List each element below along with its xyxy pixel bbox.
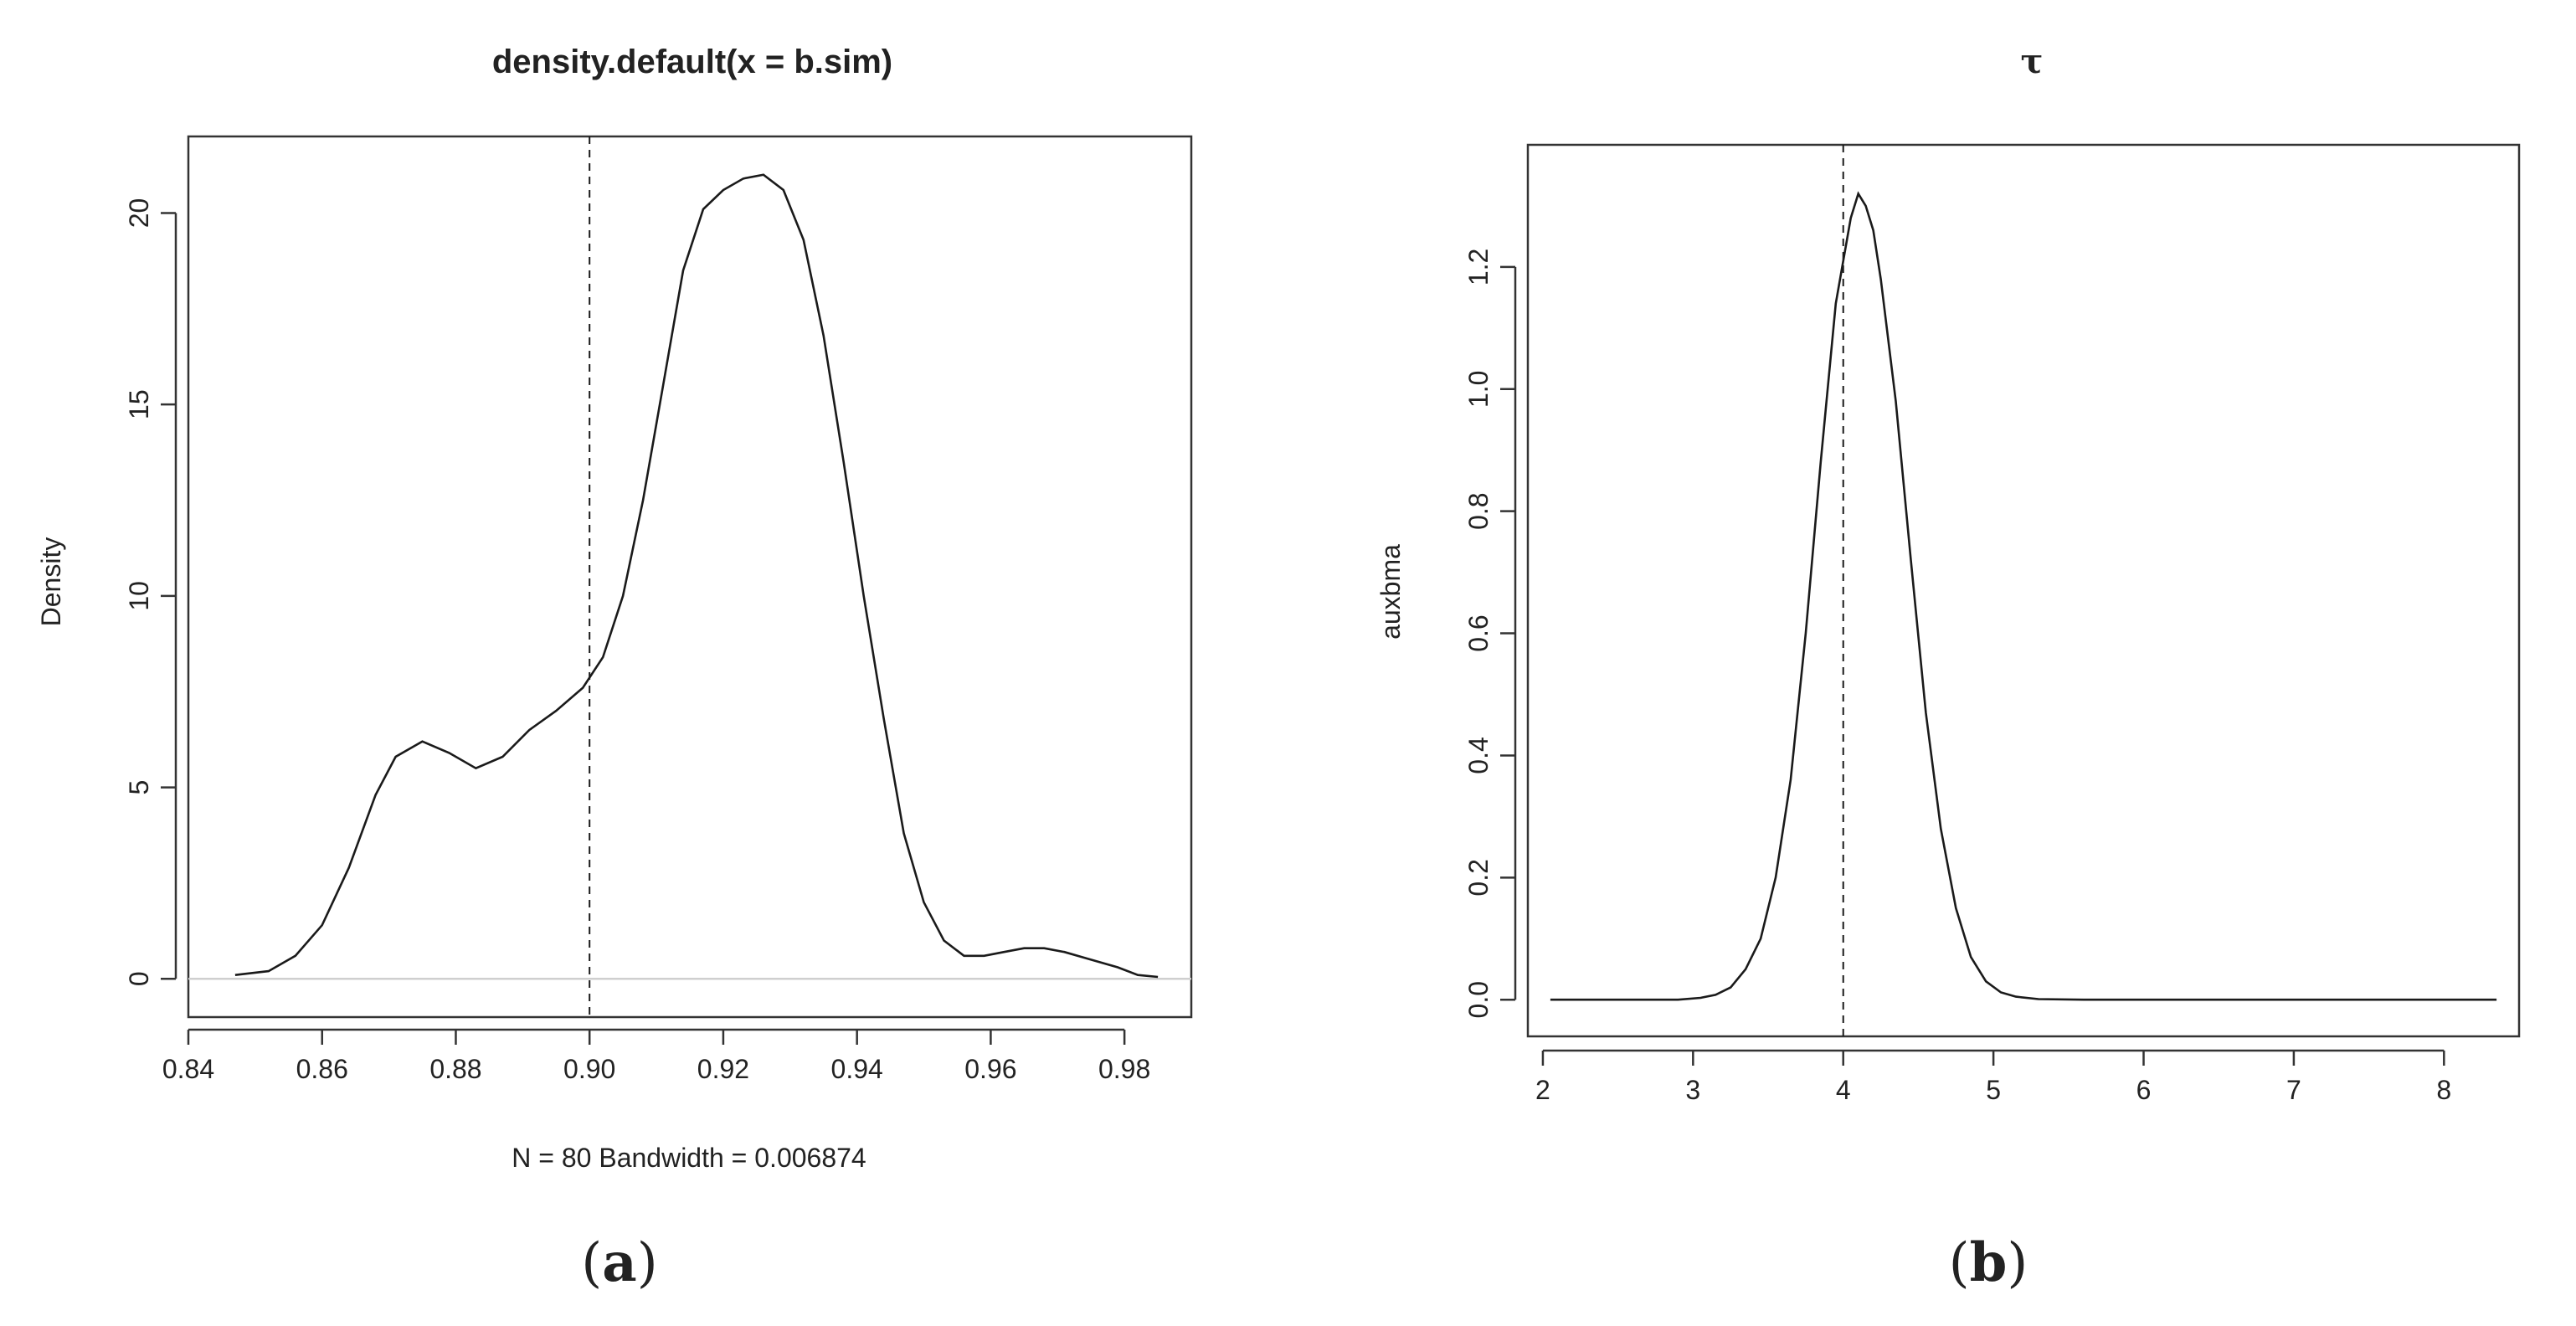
b-y-tick-label: 1.2 [1463,249,1494,285]
b-y-tick-label: 0.2 [1463,859,1494,896]
panel-label-b-letter: b [1970,1231,2008,1294]
a-x-tick-label: 0.94 [831,1054,883,1084]
a-x-tick-label: 0.86 [296,1054,348,1084]
density-plot-panel-a: density.default(x = b.sim) 0.84 0.86 0.88 0… [36,44,1193,1294]
a-x-tick-label: 0.98 [1098,1054,1150,1084]
panel-label-a-letter: a [602,1231,636,1294]
y-axis-a: 0 5 10 15 20 [124,198,177,986]
a-y-tick-label: 0 [124,971,154,986]
panel-label-b-close: ) [2007,1232,2028,1294]
density-curve-a [234,173,1159,979]
x-axis-a: 0.84 0.86 0.88 0.90 0.92 0.94 0.96 0.98 [162,1028,1150,1084]
density-curve-b [1550,191,2497,1001]
a-y-tick-label: 5 [124,780,154,795]
b-x-tick-label: 5 [1986,1075,2001,1105]
y-axis-label-a: Density [36,537,66,627]
panel-label-a-open: ( [581,1232,602,1294]
y-axis-label-b: auxbma [1375,544,1406,640]
a-x-tick-label: 0.90 [563,1054,615,1084]
a-x-tick-label: 0.84 [162,1054,214,1084]
panel-label-b: (b) [1949,1231,2028,1294]
b-y-tick-label: 0.4 [1463,737,1494,774]
b-y-tick-label: 0.0 [1463,981,1494,1018]
b-y-tick-label: 1.0 [1463,371,1494,408]
b-y-tick-label: 0.6 [1463,614,1494,651]
b-x-tick-label: 2 [1535,1075,1550,1105]
x-axis-b: 2 3 4 5 6 7 8 [1535,1049,2451,1105]
chart-title-b: τ [2021,42,2044,81]
panel-label-a-close: ) [637,1232,658,1294]
b-x-tick-label: 3 [1685,1075,1700,1105]
a-y-tick-label: 10 [124,581,154,611]
a-x-tick-label: 0.96 [964,1054,1016,1084]
panel-label-b-open: ( [1949,1232,1970,1294]
plot-frame-b [1526,143,2521,1038]
plot-frame-a [187,135,1193,1019]
b-x-tick-label: 4 [1836,1075,1851,1105]
a-x-tick-label: 0.88 [429,1054,481,1084]
chart-title-a: density.default(x = b.sim) [492,44,892,80]
b-y-tick-label: 0.8 [1463,492,1494,529]
a-y-tick-label: 20 [124,198,154,229]
a-y-tick-label: 15 [124,389,154,419]
b-x-tick-label: 8 [2436,1075,2451,1105]
density-plot-panel-b: τ 2 3 4 5 6 7 8 0.0 0.2 0.4 0.6 0.8 1.0 1.2 auxbma (… [1375,42,2521,1294]
panel-label-a: (a) [581,1231,657,1294]
b-x-tick-label: 6 [2136,1075,2152,1105]
b-x-tick-label: 7 [2286,1075,2301,1105]
a-x-tick-label: 0.92 [697,1054,749,1084]
x-axis-label-a: N = 80 Bandwidth = 0.006874 [512,1143,866,1173]
y-axis-b: 0.0 0.2 0.4 0.6 0.8 1.0 1.2 [1463,249,1517,1018]
